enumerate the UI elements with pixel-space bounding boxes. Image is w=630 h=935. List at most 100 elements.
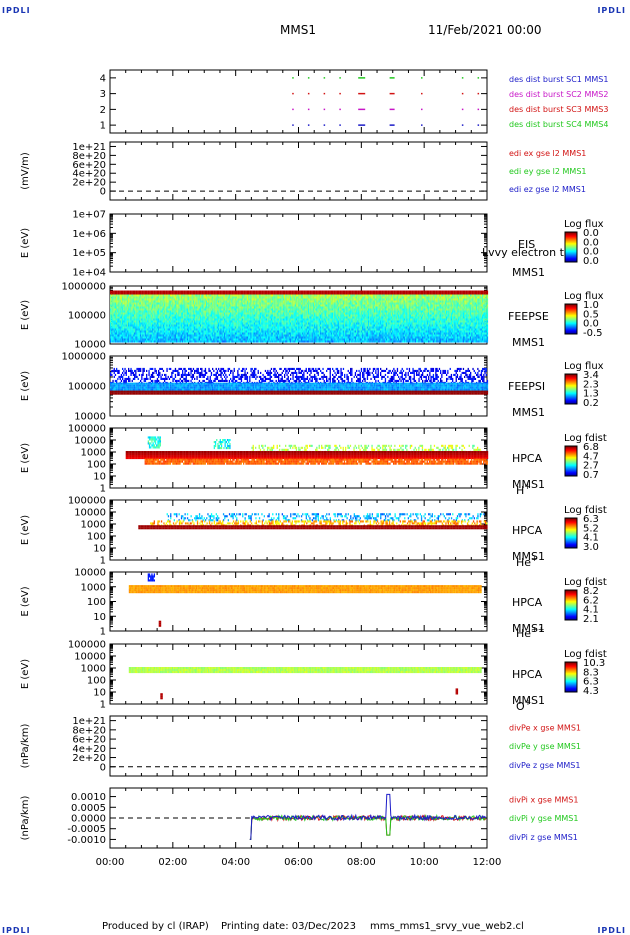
spectrogram-cell [286, 327, 287, 329]
spectrogram-cell [202, 337, 203, 339]
spectrogram-cell [163, 297, 164, 299]
spectrogram-cell [222, 333, 223, 335]
spectrogram-cell [169, 315, 170, 317]
spectrogram-cell [318, 327, 319, 329]
spectrogram-cell [303, 335, 304, 337]
spectrogram-cell [260, 311, 261, 313]
spectrogram-cell [170, 329, 171, 331]
spectrogram-cell [170, 313, 171, 315]
spectrogram-cell [122, 333, 123, 335]
spectrogram-cell [262, 291, 263, 293]
spectrogram-cell [169, 327, 170, 329]
spectrogram-cell [265, 319, 266, 321]
spectrogram-cell [283, 331, 284, 333]
spectrogram-cell [250, 333, 251, 335]
spectrogram-cell [288, 313, 289, 315]
spectrogram-cell [303, 325, 304, 327]
spectrogram-cell [218, 293, 219, 295]
spectrogram-cell [146, 293, 147, 295]
spectrogram-cell [128, 337, 129, 339]
spectrogram-cell [178, 333, 179, 335]
spectrogram-cell [136, 317, 137, 319]
spectrogram-cell [135, 299, 136, 301]
spectrogram-cell [135, 303, 136, 305]
spectrogram-cell [313, 331, 314, 333]
spectrogram-cell [132, 339, 133, 341]
spectrogram-cell [273, 299, 274, 301]
spectrogram-cell [276, 321, 277, 323]
spectrogram-cell [111, 313, 112, 315]
spectrogram-cell [154, 313, 155, 315]
spectrogram-cell [316, 315, 317, 317]
spectrogram-cell [176, 319, 177, 321]
spectrogram-cell [212, 297, 213, 299]
spectrogram-cell [301, 333, 302, 335]
spectrogram-cell [175, 313, 176, 315]
spectrogram-cell [196, 333, 197, 335]
burst-mark [292, 124, 294, 126]
spectrogram-cell [200, 337, 201, 339]
spectrogram-cell [153, 295, 154, 297]
spectrogram-cell [290, 327, 291, 329]
spectrogram-cell [274, 313, 275, 315]
spectrogram-cell [190, 303, 191, 305]
spectrogram-cell [306, 341, 307, 343]
spectrogram-cell [129, 329, 130, 331]
spectrogram-cell [234, 319, 235, 321]
spectrogram-cell [309, 341, 310, 343]
spectrogram-cell [148, 315, 149, 317]
spectrogram-cell [216, 293, 217, 295]
spectrogram-cell [212, 325, 213, 327]
spectrogram-cell [220, 307, 221, 309]
spectrogram-cell [298, 291, 299, 293]
spectrogram-cell [118, 297, 119, 299]
spectrogram-cell [158, 323, 159, 325]
spectrogram-cell [204, 317, 205, 319]
spectrogram-cell [288, 295, 289, 297]
spectrogram-cell [148, 329, 149, 331]
spectrogram-cell [285, 313, 286, 315]
spectrogram-cell [297, 337, 298, 339]
spectrogram-cell [294, 329, 295, 331]
spectrogram-cell [295, 339, 296, 341]
spectrogram-cell [205, 305, 206, 307]
spectrogram-cell [217, 325, 218, 327]
spectrogram-cell [140, 299, 141, 301]
spectrogram-cell [152, 297, 153, 299]
spectrogram-cell [190, 291, 191, 293]
spectrogram-cell [282, 333, 283, 335]
spectrogram-cell [290, 333, 291, 335]
spectrogram-cell [171, 291, 172, 293]
spectrogram-cell [213, 337, 214, 339]
spectrogram-cell [188, 323, 189, 325]
spectrogram-cell [199, 291, 200, 293]
spectrogram-cell [168, 299, 169, 301]
spectrogram-cell [278, 303, 279, 305]
spectrogram-cell [283, 309, 284, 311]
spectrogram-cell [300, 307, 301, 309]
spectrogram-cell [286, 329, 287, 331]
spectrogram-cell [178, 327, 179, 329]
spectrogram-cell [192, 327, 193, 329]
spectrogram-cell [156, 327, 157, 329]
spectrogram-cell [217, 317, 218, 319]
spectrogram-cell [265, 295, 266, 297]
spectrogram-cell [230, 313, 231, 315]
spectrogram-cell [315, 315, 316, 317]
spectrogram-cell [212, 319, 213, 321]
spectrogram-cell [252, 337, 253, 339]
spectrogram-cell [290, 291, 291, 293]
y-tick-label: 4 [100, 73, 106, 84]
spectrogram-cell [184, 329, 185, 331]
spectrogram-cell [283, 301, 284, 303]
spectrogram-cell [279, 341, 280, 343]
spectrogram-cell [258, 297, 259, 299]
spectrogram-cell [198, 301, 199, 303]
spectrogram-cell [121, 315, 122, 317]
spectrogram-cell [112, 337, 113, 339]
spectrogram-cell [165, 339, 166, 341]
spectrogram-cell [158, 291, 159, 293]
spectrogram-cell [284, 305, 285, 307]
spectrogram-cell [181, 305, 182, 307]
spectrogram-cell [192, 299, 193, 301]
